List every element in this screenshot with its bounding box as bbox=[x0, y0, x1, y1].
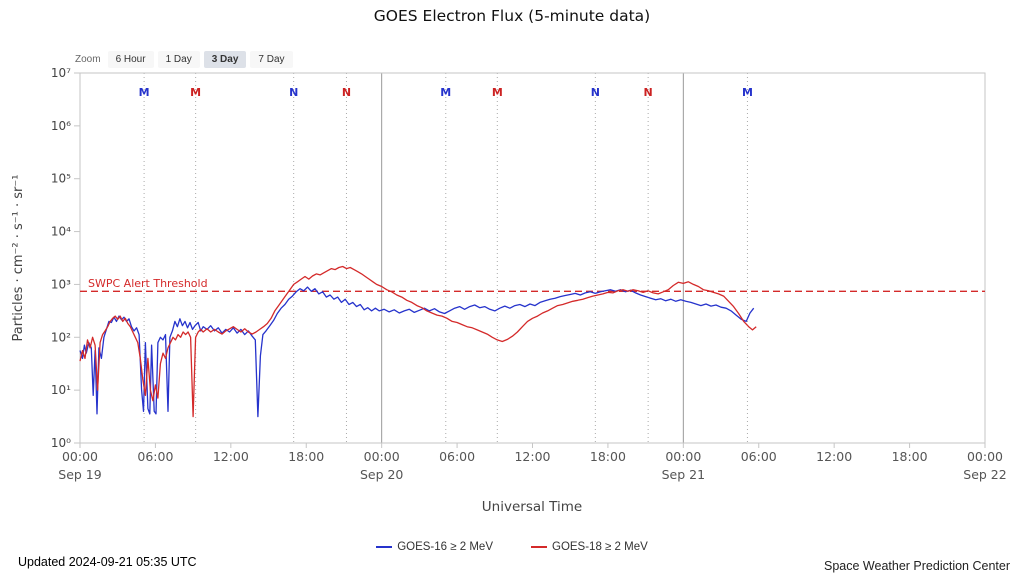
y-axis-tick-label: 10⁷ bbox=[51, 66, 71, 80]
x-axis-tick-label: 18:00 bbox=[892, 449, 928, 464]
y-axis-tick-label: 10¹ bbox=[51, 383, 71, 397]
x-axis-date-label: Sep 20 bbox=[360, 467, 403, 482]
threshold-label: SWPC Alert Threshold bbox=[88, 277, 208, 290]
zoom-toolbar: Zoom 6 Hour 1 Day 3 Day 7 Day bbox=[75, 51, 293, 68]
y-axis-tick-label: 10⁴ bbox=[51, 225, 71, 239]
chart-legend: GOES-16 ≥ 2 MeV GOES-18 ≥ 2 MeV bbox=[0, 541, 1024, 553]
x-axis-tick-label: 00:00 bbox=[364, 449, 400, 464]
series-line-goes16 bbox=[79, 286, 755, 418]
legend-item-goes16[interactable]: GOES-16 ≥ 2 MeV bbox=[376, 541, 493, 553]
satellite-marker-m: M bbox=[492, 86, 503, 99]
satellite-marker-n: N bbox=[342, 86, 351, 99]
page-title: GOES Electron Flux (5-minute data) bbox=[373, 7, 651, 25]
zoom-6hour-button[interactable]: 6 Hour bbox=[107, 51, 154, 68]
satellite-marker-m: M bbox=[139, 86, 150, 99]
y-axis-tick-label: 10² bbox=[51, 330, 71, 344]
x-axis-tick-label: 18:00 bbox=[590, 449, 626, 464]
legend-item-goes18[interactable]: GOES-18 ≥ 2 MeV bbox=[531, 541, 648, 553]
y-axis-tick-label: 10⁰ bbox=[51, 436, 71, 450]
x-axis-date-label: Sep 21 bbox=[662, 467, 705, 482]
series-line-goes18 bbox=[79, 265, 757, 418]
updated-timestamp: Updated 2024-09-21 05:35 UTC bbox=[18, 555, 197, 569]
x-axis-tick-label: 00:00 bbox=[62, 449, 98, 464]
credit-text: Space Weather Prediction Center bbox=[824, 559, 1010, 573]
x-axis-tick-label: 18:00 bbox=[288, 449, 324, 464]
x-axis-tick-label: 06:00 bbox=[741, 449, 777, 464]
electron-flux-chart[interactable]: 10⁰ 10¹ 10² 10³ 10⁴ 10⁵ 10⁶ 10⁷ 00:00 Sep 19 06:00… bbox=[0, 0, 1024, 525]
x-axis-tick-label: 06:00 bbox=[439, 449, 475, 464]
satellite-marker-m: M bbox=[190, 86, 201, 99]
satellite-marker-m: M bbox=[742, 86, 753, 99]
legend-line-goes18 bbox=[531, 546, 547, 548]
legend-label-goes18: GOES-18 ≥ 2 MeV bbox=[552, 541, 648, 553]
zoom-label: Zoom bbox=[75, 54, 101, 65]
legend-line-goes16 bbox=[376, 546, 393, 548]
x-axis-title: Universal Time bbox=[482, 499, 582, 515]
zoom-7day-button[interactable]: 7 Day bbox=[250, 51, 293, 68]
x-axis-date-label: Sep 22 bbox=[963, 467, 1006, 482]
x-axis-tick-label: 00:00 bbox=[967, 449, 1003, 464]
x-axis-tick-label: 06:00 bbox=[137, 449, 173, 464]
x-axis-tick-label: 00:00 bbox=[665, 449, 701, 464]
legend-label-goes16: GOES-16 ≥ 2 MeV bbox=[397, 541, 493, 553]
x-axis-tick-label: 12:00 bbox=[816, 449, 852, 464]
satellite-marker-m: M bbox=[440, 86, 451, 99]
x-axis-date-label: Sep 19 bbox=[58, 467, 101, 482]
satellite-marker-n: N bbox=[591, 86, 600, 99]
y-axis-title: Particles · cm⁻² · s⁻¹ · sr⁻¹ bbox=[11, 175, 26, 342]
y-axis-tick-label: 10³ bbox=[51, 277, 71, 291]
y-axis-tick-label: 10⁵ bbox=[51, 172, 71, 186]
satellite-marker-n: N bbox=[289, 86, 298, 99]
x-axis-tick-label: 12:00 bbox=[514, 449, 550, 464]
y-axis-tick-label: 10⁶ bbox=[51, 119, 71, 133]
plot-area[interactable] bbox=[79, 72, 986, 444]
satellite-marker-n: N bbox=[644, 86, 653, 99]
zoom-3day-button[interactable]: 3 Day bbox=[203, 51, 247, 68]
x-axis-tick-label: 12:00 bbox=[213, 449, 249, 464]
zoom-1day-button[interactable]: 1 Day bbox=[157, 51, 200, 68]
